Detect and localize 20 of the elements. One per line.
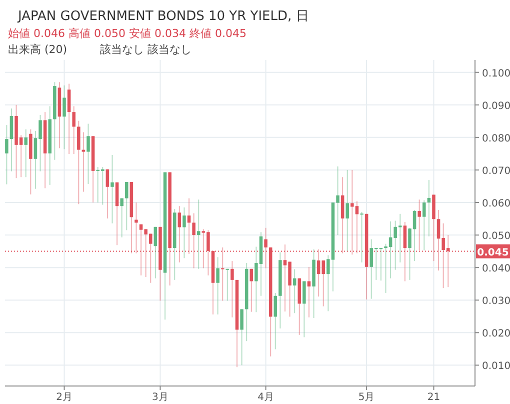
y-tick-label: 0.020 (482, 328, 510, 340)
x-tick-label: 2月 (56, 392, 72, 403)
y-tick-label: 0.070 (482, 166, 510, 177)
x-tick-label: 4月 (258, 392, 274, 403)
x-tick-label: 21 (427, 392, 440, 403)
x-tick-label: 5月 (358, 392, 375, 403)
text: 始値 0.046 高値 0.050 安値 0.034 終値 0.045 (8, 27, 246, 40)
text: 該当なし 該当なし (100, 43, 192, 56)
x-tick-label: 3月 (152, 392, 168, 403)
chart-title: JAPAN GOVERNMENT BONDS 10 YR YIELD, 日 (17, 9, 309, 24)
y-tick-label: 0.010 (482, 361, 510, 372)
y-tick-label: 0.100 (482, 68, 510, 80)
y-tick-label: 0.030 (482, 296, 510, 308)
y-tick-label: 0.080 (482, 133, 510, 144)
y-tick-label: 0.090 (482, 100, 510, 112)
y-tick-label: 0.050 (482, 231, 510, 242)
y-tick-label: 0.040 (482, 264, 510, 275)
text: 出来高 (20) (8, 43, 68, 56)
ref-line-label: 0.045 (477, 247, 509, 258)
y-tick-label: 0.060 (482, 198, 510, 210)
